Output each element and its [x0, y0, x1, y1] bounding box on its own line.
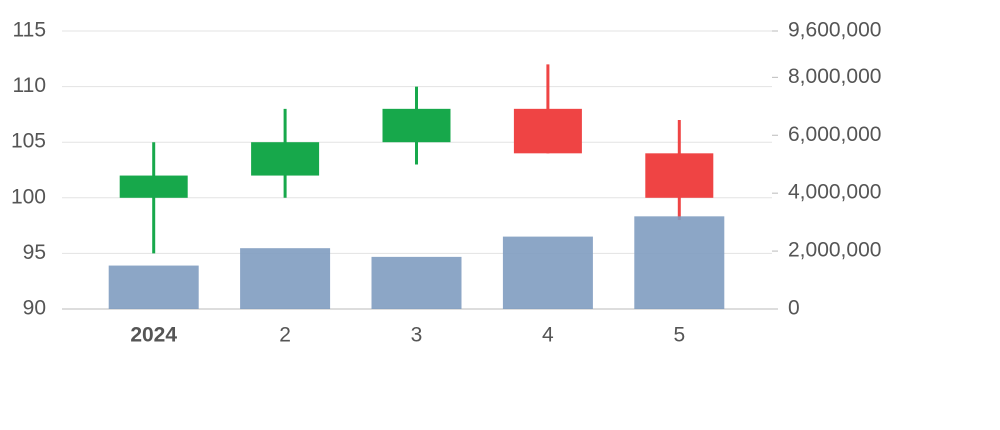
volume-bar — [371, 256, 462, 309]
y2-tick-label: 2,000,000 — [788, 239, 881, 262]
x-tick-label: 5 — [673, 324, 685, 347]
y-tick-label: 100 — [11, 185, 46, 208]
volume-bar — [240, 248, 331, 309]
y-tick-label: 95 — [23, 241, 46, 264]
volume-bar — [108, 265, 199, 309]
x-tick-label: 4 — [542, 324, 554, 347]
y2-tick-label: 8,000,000 — [788, 65, 881, 88]
volume-bar — [634, 216, 725, 309]
x-tick-label: 3 — [411, 324, 423, 347]
candle-body — [251, 142, 320, 176]
y2-tick-label: 9,600,000 — [788, 19, 881, 42]
y2-tick-label: 4,000,000 — [788, 181, 881, 204]
candle-body — [119, 175, 188, 198]
y2-tick-label: 6,000,000 — [788, 123, 881, 146]
x-tick-label: 2 — [279, 324, 291, 347]
x-tick-label: 2024 — [130, 324, 177, 347]
y-tick-label: 110 — [13, 74, 46, 97]
y-tick-label: 90 — [23, 297, 46, 320]
y-tick-label: 115 — [13, 19, 46, 42]
candle-body — [645, 153, 714, 198]
candle-body — [513, 108, 582, 154]
y2-tick-label: 0 — [788, 297, 800, 320]
candle-body — [382, 108, 451, 143]
volume-bar — [502, 236, 593, 309]
y-tick-label: 105 — [11, 130, 46, 153]
